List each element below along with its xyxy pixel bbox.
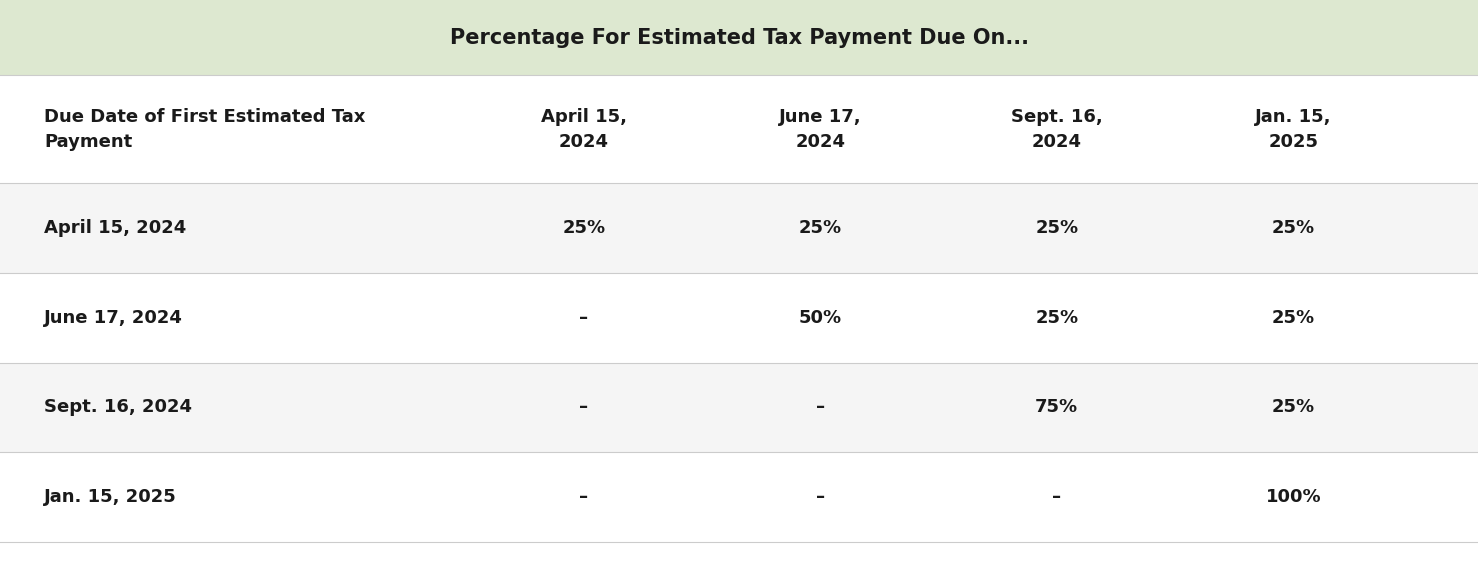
Text: Due Date of First Estimated Tax
Payment: Due Date of First Estimated Tax Payment xyxy=(44,107,365,151)
Text: June 17, 2024: June 17, 2024 xyxy=(44,309,183,327)
Bar xyxy=(0,362,1478,452)
Bar xyxy=(0,183,1478,273)
Bar xyxy=(0,0,1478,75)
Text: 25%: 25% xyxy=(1035,309,1079,327)
Text: 25%: 25% xyxy=(1271,219,1315,237)
Text: 50%: 50% xyxy=(798,309,842,327)
Text: 25%: 25% xyxy=(1271,398,1315,416)
Text: Jan. 15, 2025: Jan. 15, 2025 xyxy=(44,488,177,506)
Text: Jan. 15,
2025: Jan. 15, 2025 xyxy=(1255,107,1332,151)
Text: –: – xyxy=(579,309,588,327)
Text: Sept. 16,
2024: Sept. 16, 2024 xyxy=(1011,107,1103,151)
Bar xyxy=(0,75,1478,183)
Text: –: – xyxy=(816,488,825,506)
Text: –: – xyxy=(816,398,825,416)
Text: 25%: 25% xyxy=(1271,309,1315,327)
Text: Percentage For Estimated Tax Payment Due On...: Percentage For Estimated Tax Payment Due… xyxy=(449,28,1029,48)
Text: April 15, 2024: April 15, 2024 xyxy=(44,219,186,237)
Text: June 17,
2024: June 17, 2024 xyxy=(779,107,862,151)
Text: April 15,
2024: April 15, 2024 xyxy=(541,107,627,151)
Text: –: – xyxy=(1052,488,1061,506)
Text: 100%: 100% xyxy=(1265,488,1321,506)
Text: –: – xyxy=(579,488,588,506)
Text: 25%: 25% xyxy=(1035,219,1079,237)
Bar xyxy=(0,452,1478,542)
Text: –: – xyxy=(579,398,588,416)
Text: 75%: 75% xyxy=(1035,398,1079,416)
Bar xyxy=(0,273,1478,362)
Text: Sept. 16, 2024: Sept. 16, 2024 xyxy=(44,398,192,416)
Text: 25%: 25% xyxy=(798,219,842,237)
Text: 25%: 25% xyxy=(562,219,606,237)
